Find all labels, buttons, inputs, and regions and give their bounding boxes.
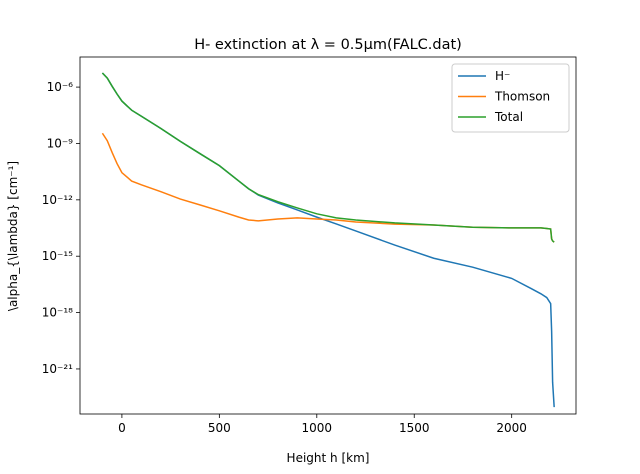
- legend-label: Thomson: [494, 90, 550, 104]
- y-tick-label: 10⁻¹²: [42, 193, 73, 207]
- legend-label: H⁻: [495, 69, 510, 83]
- y-axis-label: \alpha_{\lambda} [cm⁻¹]: [6, 161, 20, 311]
- x-tick-label: 1000: [302, 421, 333, 435]
- x-tick-label: 1500: [399, 421, 430, 435]
- chart-title: H- extinction at λ = 0.5μm(FALC.dat): [194, 37, 462, 53]
- y-tick-label: 10⁻¹⁵: [42, 249, 73, 263]
- x-tick-label: 0: [118, 421, 126, 435]
- y-tick-label: 10⁻⁹: [47, 136, 74, 150]
- y-tick-label: 10⁻²¹: [42, 362, 73, 376]
- series-line: [101, 132, 555, 243]
- y-tick-label: 10⁻⁶: [47, 80, 74, 94]
- x-tick-label: 500: [208, 421, 231, 435]
- x-tick-label: 2000: [496, 421, 527, 435]
- legend-box: [451, 63, 570, 133]
- plot-frame: [79, 56, 577, 415]
- legend-label: Total: [494, 110, 523, 124]
- series-line: [101, 72, 555, 243]
- x-axis-label: Height h [km]: [287, 451, 370, 465]
- y-tick-label: 10⁻¹⁸: [42, 306, 73, 320]
